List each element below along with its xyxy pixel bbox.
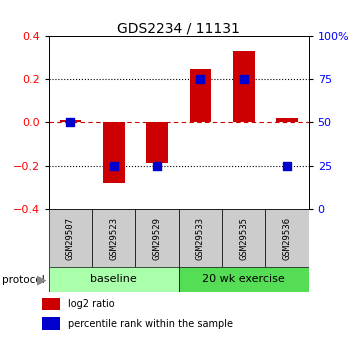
Text: 20 wk exercise: 20 wk exercise — [202, 275, 285, 284]
Bar — [146, 122, 168, 164]
Bar — [179, 267, 309, 292]
Bar — [43, 298, 60, 310]
Bar — [233, 51, 255, 122]
Point — [284, 163, 290, 168]
Point — [241, 77, 247, 82]
Bar — [135, 209, 179, 267]
Title: GDS2234 / 11131: GDS2234 / 11131 — [117, 21, 240, 35]
Bar — [103, 122, 125, 183]
Bar — [49, 209, 92, 267]
Text: percentile rank within the sample: percentile rank within the sample — [68, 319, 233, 328]
Bar — [92, 209, 135, 267]
Bar — [190, 69, 211, 122]
Bar — [265, 209, 309, 267]
Point — [197, 77, 203, 82]
Bar — [179, 209, 222, 267]
Point — [111, 163, 117, 168]
Bar — [276, 118, 298, 122]
Text: ▶: ▶ — [37, 274, 46, 287]
Text: GSM29535: GSM29535 — [239, 217, 248, 259]
Bar — [49, 267, 179, 292]
Bar — [43, 317, 60, 330]
Text: log2 ratio: log2 ratio — [68, 299, 114, 309]
Point — [154, 163, 160, 168]
Text: GSM29523: GSM29523 — [109, 217, 118, 259]
Text: GSM29529: GSM29529 — [153, 217, 161, 259]
Text: baseline: baseline — [90, 275, 137, 284]
Bar — [60, 120, 81, 122]
Bar — [222, 209, 265, 267]
Text: GSM29533: GSM29533 — [196, 217, 205, 259]
Point — [68, 120, 73, 125]
Text: GSM29507: GSM29507 — [66, 217, 75, 259]
Text: protocol: protocol — [2, 275, 44, 285]
Text: GSM29536: GSM29536 — [283, 217, 291, 259]
